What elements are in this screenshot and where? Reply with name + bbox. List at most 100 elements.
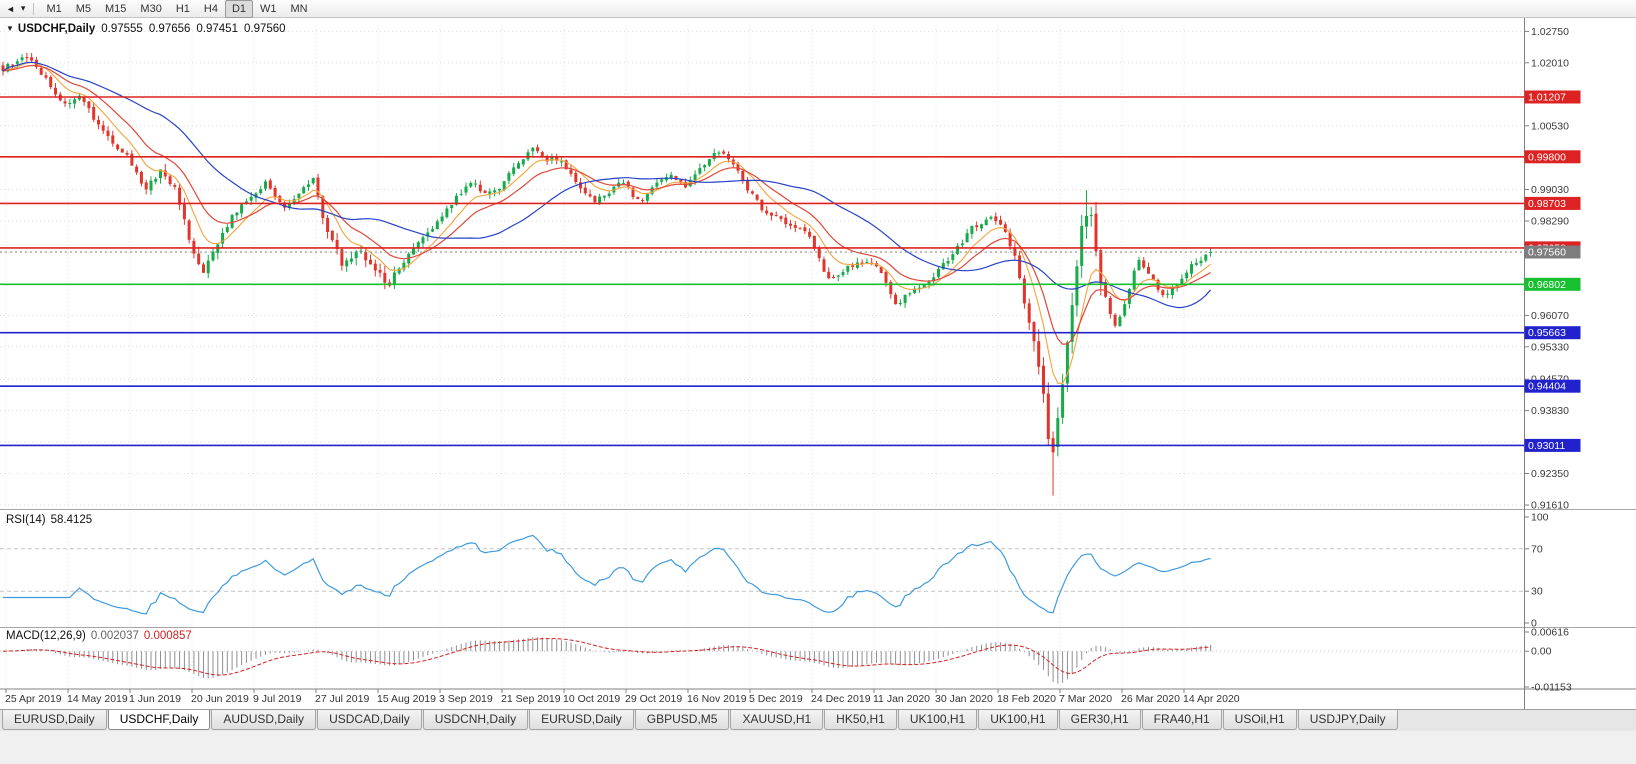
svg-text:21 Sep 2019: 21 Sep 2019 [501, 693, 561, 705]
svg-text:0.91610: 0.91610 [1531, 500, 1569, 512]
indicator-guides [0, 548, 1524, 652]
svg-text:27 Jul 2019: 27 Jul 2019 [315, 693, 369, 705]
timeframe-button-m15[interactable]: M15 [105, 2, 127, 15]
macd-signal [2, 638, 1211, 676]
rsi-line [3, 534, 1211, 615]
price-axis-labels: 1.02750 1.02010 1.00530 0.99030 0.98290 0.960… [1524, 26, 1569, 512]
chart-tab-hk50-h1[interactable]: HK50,H1 [824, 710, 897, 730]
chart-symbol-label: USDCHF,Daily [17, 23, 96, 35]
cursor-tool-icon[interactable]: ◄ [6, 3, 15, 14]
svg-text:20 Jun 2019: 20 Jun 2019 [191, 693, 249, 705]
macd-panel-label: MACD(12,26,9) 0.002037 0.000857 [6, 630, 192, 642]
chart-tab-usoil-h1[interactable]: USOil,H1 [1222, 710, 1297, 730]
svg-text:11 Jan 2020: 11 Jan 2020 [873, 693, 930, 705]
chart-tab-uk100-h1[interactable]: UK100,H1 [897, 710, 978, 730]
svg-text:1.02010: 1.02010 [1531, 57, 1569, 69]
timeframe-button-h4[interactable]: H4 [203, 2, 218, 15]
price-tags: 1.012070.998000.987030.976580.968020.956… [1524, 90, 1581, 452]
chart-tab-eurusd-daily[interactable]: EURUSD,Daily [529, 710, 634, 730]
svg-text:0.96802: 0.96802 [1528, 279, 1566, 291]
timeframe-button-m30[interactable]: M30 [140, 2, 162, 15]
rsi-indicator-label: RSI(14) [6, 514, 46, 526]
rsi-axis-labels: 100 70 30 0 [1524, 512, 1549, 630]
timeframe-buttons: M1 M5 M15 M30 H1 H4 D1 W1 MN [39, 0, 314, 18]
svg-text:24 Dec 2019: 24 Dec 2019 [811, 693, 871, 705]
svg-text:0.99030: 0.99030 [1531, 184, 1569, 196]
chart-tab-audusd-daily[interactable]: AUDUSD,Daily [211, 710, 317, 730]
svg-text:70: 70 [1531, 543, 1543, 555]
chart-tab-gbpusd-m5[interactable]: GBPUSD,M5 [634, 710, 730, 730]
grid-lines [0, 25, 1524, 689]
chart-tab-fra40-h1[interactable]: FRA40,H1 [1141, 710, 1222, 730]
timeframe-button-mn[interactable]: MN [290, 2, 308, 15]
ohlc-close: 0.97560 [243, 23, 286, 35]
horizontal-levels [0, 96, 1524, 447]
price-tag-0.98703 [1524, 196, 1581, 210]
chart-tab-eurusd-daily[interactable]: EURUSD,Daily [2, 710, 107, 730]
svg-text:25 Apr 2019: 25 Apr 2019 [5, 693, 62, 705]
svg-text:14 Apr 2020: 14 Apr 2020 [1183, 693, 1240, 705]
svg-text:0.98703: 0.98703 [1528, 198, 1566, 210]
svg-text:0.00: 0.00 [1531, 646, 1552, 658]
macd-axis-labels: 0.00616 0.00 -0.01153 [1524, 627, 1572, 694]
chart-tab-ger30-h1[interactable]: GER30,H1 [1058, 710, 1141, 730]
chart-tab-usdcad-daily[interactable]: USDCAD,Daily [317, 710, 422, 730]
chart-tab-usdjpy-daily[interactable]: USDJPY,Daily [1297, 710, 1398, 730]
svg-text:0.98290: 0.98290 [1531, 215, 1569, 227]
chart-toolbar: ◄ ▾ M1 M5 M15 M30 H1 H4 D1 W1 MN [0, 0, 1636, 18]
macd-indicator-label: MACD(12,26,9) [6, 630, 86, 642]
price-tag-0.96802 [1524, 277, 1581, 291]
svg-text:1.02750: 1.02750 [1531, 26, 1569, 38]
svg-text:0: 0 [1531, 618, 1537, 630]
macd-value-main: 0.002037 [90, 630, 139, 642]
rsi-panel-label: RSI(14) 58.4125 [6, 514, 92, 526]
svg-text:9 Jul 2019: 9 Jul 2019 [253, 693, 302, 705]
svg-text:1 Jun 2019: 1 Jun 2019 [129, 693, 181, 705]
price-tag-1.01207 [1524, 90, 1581, 104]
timeframe-button-d1[interactable]: D1 [224, 0, 254, 18]
current-price-tag [1524, 245, 1581, 259]
price-tag-0.99800 [1524, 150, 1581, 164]
svg-text:14 May 2019: 14 May 2019 [67, 693, 128, 705]
chart-tab-usdcnh-daily[interactable]: USDCNH,Daily [422, 710, 529, 730]
svg-text:30: 30 [1531, 586, 1543, 598]
chart-tab-xauusd-h1[interactable]: XAUUSD,H1 [730, 710, 824, 730]
svg-text:1.01207: 1.01207 [1528, 91, 1566, 103]
timeframe-button-w1[interactable]: W1 [260, 2, 277, 15]
ma-fast-line [2, 61, 1211, 385]
svg-text:7 Mar 2020: 7 Mar 2020 [1059, 693, 1112, 705]
timeframe-button-h1[interactable]: H1 [175, 2, 190, 15]
macd-value-signal: 0.000857 [143, 630, 192, 642]
svg-text:10 Oct 2019: 10 Oct 2019 [563, 693, 620, 705]
svg-text:0.00616: 0.00616 [1531, 627, 1569, 639]
svg-text:3 Sep 2019: 3 Sep 2019 [439, 693, 493, 705]
svg-text:0.95663: 0.95663 [1528, 327, 1566, 339]
candles [1, 53, 1213, 496]
toolbar-separator [33, 2, 35, 15]
price-tag-0.94404 [1524, 379, 1581, 393]
svg-text:26 Mar 2020: 26 Mar 2020 [1121, 693, 1180, 705]
svg-text:0.96070: 0.96070 [1531, 310, 1569, 322]
macd-signal-line [2, 638, 1211, 676]
rsi-value: 58.4125 [50, 514, 93, 526]
ma-mid-line [2, 64, 1211, 345]
one-click-trading-icon[interactable]: ▼ [6, 24, 14, 33]
svg-text:0.92350: 0.92350 [1531, 468, 1569, 480]
svg-text:0.93830: 0.93830 [1531, 405, 1569, 417]
timeframe-button-m1[interactable]: M1 [46, 2, 62, 15]
rsi-panel [3, 534, 1211, 615]
ohlc-low: 0.97451 [196, 23, 238, 35]
bottom-filler [0, 731, 1636, 764]
svg-text:0.93011: 0.93011 [1528, 440, 1565, 452]
chart-tab-uk100-h1[interactable]: UK100,H1 [978, 710, 1058, 730]
price-tag-0.93011 [1524, 438, 1581, 452]
timeframe-button-m5[interactable]: M5 [75, 2, 92, 15]
chart-svg[interactable]: 25 Apr 2019 14 May 2019 1 Jun 2019 20 Jun 2… [0, 18, 1636, 709]
date-axis-labels: 25 Apr 2019 14 May 2019 1 Jun 2019 20 Jun 2… [5, 689, 1240, 705]
svg-text:5 Dec 2019: 5 Dec 2019 [749, 693, 803, 705]
chart-tab-usdchf-daily[interactable]: USDCHF,Daily [107, 710, 211, 730]
timeframe-dropdown-icon[interactable]: ▾ [20, 3, 26, 13]
svg-text:0.97560: 0.97560 [1528, 247, 1566, 259]
svg-text:100: 100 [1531, 512, 1549, 524]
